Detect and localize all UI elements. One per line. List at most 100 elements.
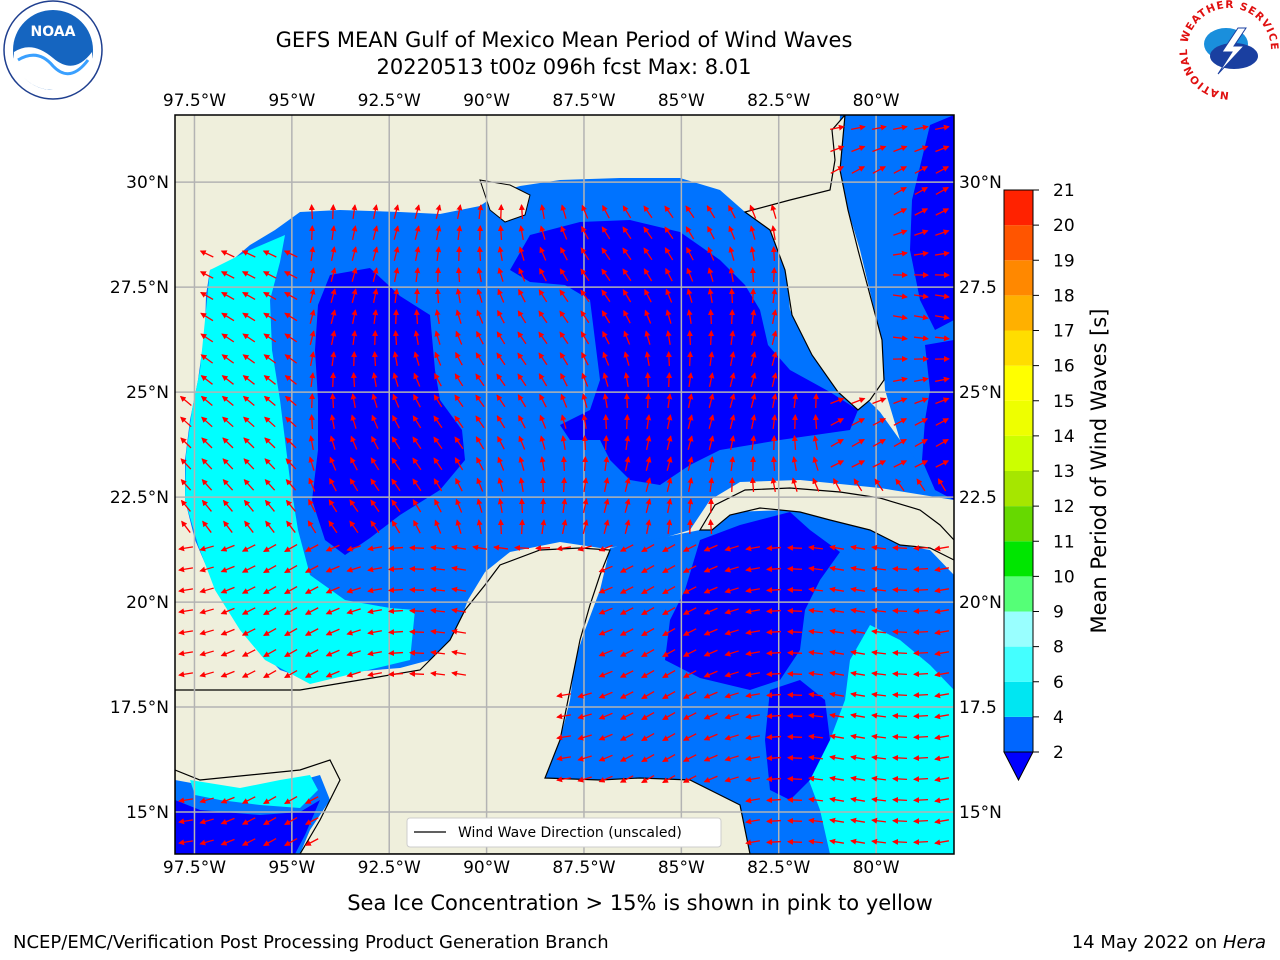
colorbar-tick-label: 6 [1053,673,1064,693]
wind-arrow [830,460,845,468]
wind-arrow [935,208,950,216]
wind-arrow [556,755,572,762]
wind-arrow [892,691,908,698]
wind-arrow [476,519,483,535]
mississippi-delta-land [479,179,531,223]
wind-arrow [703,544,718,552]
wind-arrow [871,754,887,761]
lat-tick-label-right: 25°N [959,383,1002,403]
wind-arrow [263,816,277,826]
wind-arrow [913,650,929,657]
wind-arrow [703,628,718,636]
wind-arrow [435,225,442,240]
wind-arrow [560,456,567,472]
wind-arrow [497,519,504,535]
lon-tick-label-bottom: 85°W [658,858,705,878]
wind-arrow [370,457,380,471]
wind-arrow [728,288,735,304]
wind-arrow [766,776,782,783]
wind-arrow [346,566,361,573]
wind-arrow [199,650,214,657]
wind-arrow [539,204,546,220]
wind-arrow [935,418,950,426]
wind-arrow [430,544,446,551]
wind-arrow [750,414,757,429]
wind-arrow [582,498,589,513]
wind-arrow [935,397,950,405]
wind-arrow [559,289,569,303]
wind-arrow [263,312,277,322]
wind-arrow [577,692,592,699]
wind-arrow [708,435,715,450]
map-legend: Wind Wave Direction (unscaled) [406,817,722,848]
wind-arrow [241,838,256,846]
wind-arrow [645,519,652,534]
wind-arrow [370,520,380,534]
wind-arrow [430,607,446,614]
wind-arrow [241,565,256,573]
wind-arrow [220,250,235,258]
wind-arrow [871,544,887,551]
wind-arrow [707,309,714,325]
wind-arrow [476,477,484,492]
wind-arrow [308,204,315,220]
wind-arrow [619,754,634,762]
wind-arrow [433,457,443,471]
wind-arrow [724,545,739,552]
wind-arrow [309,246,316,262]
wind-arrow [433,436,443,450]
wind-arrow [180,499,191,512]
lon-tick-label-top: 82.5°W [747,91,810,111]
wind-arrow [330,372,337,388]
wind-arrow [598,733,613,741]
wind-arrow [497,225,504,241]
wind-arrow [518,456,525,471]
wind-arrow [850,712,866,719]
wind-arrow [641,711,655,721]
wind-arrow [199,608,214,615]
wind-arrow [388,650,404,657]
wind-arrow [412,478,422,492]
wind-arrow [556,713,572,720]
wind-arrow [766,713,782,720]
wind-arrow [729,330,736,346]
wind-arrow [309,393,316,409]
wind-arrow [308,435,315,451]
wind-arrow [264,416,276,428]
wind-arrow [454,415,464,429]
wind-arrow [517,331,527,345]
wind-arrow [687,372,694,388]
wind-arrow [598,607,613,615]
wind-arrow [808,670,824,677]
wind-arrow [687,435,694,450]
wind-arrow [581,372,589,387]
date-prefix: 14 May 2022 on [1071,932,1223,953]
wind-arrow [455,309,462,324]
wind-arrow [180,458,192,470]
wind-arrow [872,438,886,448]
wind-arrow [367,587,382,594]
wind-arrow [388,671,404,678]
wind-arrow [645,456,652,471]
wind-arrow [829,565,845,572]
wind-arrow [201,437,213,449]
wind-arrow [665,309,672,324]
wind-arrow [180,479,192,491]
wind-arrow [914,124,929,131]
wind-arrow [598,670,613,678]
wind-arrow [893,460,908,468]
lat-tick-label-right: 15°N [959,803,1002,823]
wind-arrow [665,288,673,303]
wind-arrow [284,543,298,553]
wind-arrow [913,250,929,257]
wind-arrow [850,817,866,824]
wind-arrow [708,414,715,429]
wind-arrow [199,797,214,804]
wind-arrow [413,330,420,346]
wind-arrow [830,397,845,405]
wind-arrow [892,733,908,740]
wind-arrow [414,225,421,240]
wind-arrow [645,414,652,430]
wind-arrow [178,839,194,846]
